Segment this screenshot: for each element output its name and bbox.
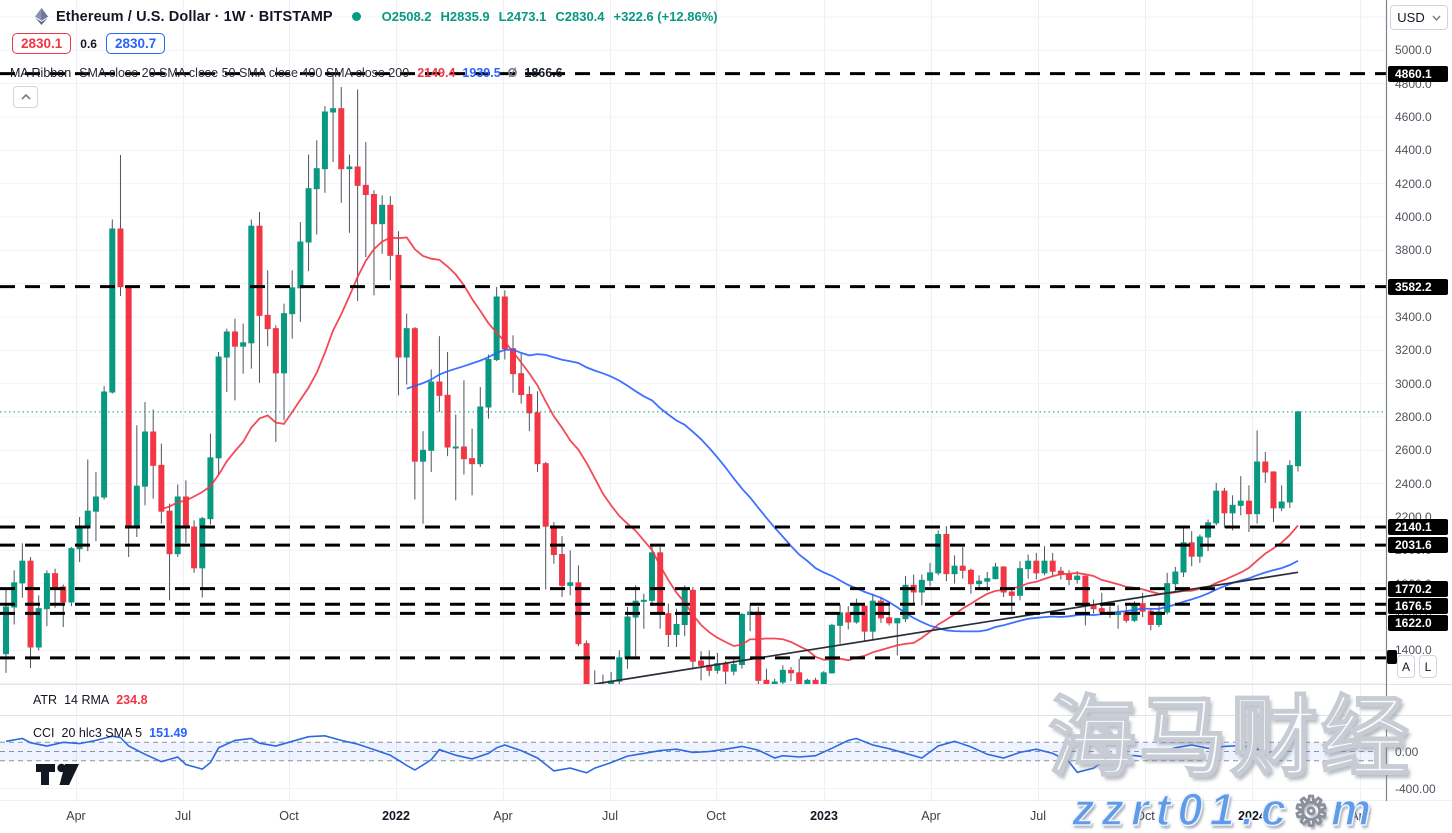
change-value: +322.6 (+12.86%) bbox=[613, 9, 718, 24]
ma-ribbon-value: Ø bbox=[507, 66, 518, 80]
atr-name: ATR bbox=[33, 693, 58, 707]
bid-button[interactable]: 2830.1 bbox=[12, 33, 72, 54]
time-tick-month[interactable]: Oct bbox=[706, 809, 726, 823]
high-value: H2835.9 bbox=[440, 9, 490, 24]
time-tick-month[interactable]: Jul bbox=[602, 809, 618, 823]
price-tick: 4400.0 bbox=[1395, 143, 1432, 158]
symbol-header: Ethereum / U.S. Dollar · 1W · BITSTAMP O… bbox=[34, 8, 718, 25]
tradingview-logo-icon[interactable] bbox=[34, 760, 90, 788]
time-tick-month[interactable]: Oct bbox=[1135, 809, 1155, 823]
price-tick: 2400.0 bbox=[1395, 476, 1432, 491]
price-scale[interactable]: USD 1400.01600.01800.02000.02200.02400.0… bbox=[1386, 0, 1452, 833]
ma-ribbon-legend[interactable]: MA Ribbon SMA close 20 SMA close 50 SMA … bbox=[10, 66, 563, 80]
price-tick: 4200.0 bbox=[1395, 176, 1432, 191]
time-tick-month[interactable]: Apr bbox=[66, 809, 86, 823]
ma-ribbon-value: 2149.4 bbox=[417, 66, 456, 80]
cci-params: 20 hlc3 SMA 5 bbox=[61, 726, 143, 740]
time-tick-year[interactable]: 2023 bbox=[810, 809, 838, 823]
ma-ribbon-value: 1866.6 bbox=[524, 66, 563, 80]
currency-dropdown[interactable]: USD bbox=[1390, 5, 1448, 30]
ma-ribbon-name: MA Ribbon bbox=[10, 66, 72, 80]
cci-tick: -400.00 bbox=[1395, 781, 1436, 796]
level-price-label: 2031.6 bbox=[1388, 537, 1448, 554]
level-price-label: 3582.2 bbox=[1388, 278, 1448, 295]
chevron-up-icon bbox=[20, 94, 31, 100]
time-tick-month[interactable]: Apr bbox=[1350, 809, 1370, 823]
ethereum-icon bbox=[35, 8, 48, 25]
atr-value: 234.8 bbox=[116, 693, 148, 707]
level-price-label: 1770.2 bbox=[1388, 580, 1448, 597]
currency-label: USD bbox=[1397, 10, 1425, 25]
time-tick-month[interactable]: Oct bbox=[279, 809, 299, 823]
ma-ribbon-params: SMA close 20 SMA close 50 SMA close 400 … bbox=[79, 66, 410, 80]
price-tick: 3200.0 bbox=[1395, 343, 1432, 358]
price-tick: 3400.0 bbox=[1395, 310, 1432, 324]
cci-value: 151.49 bbox=[149, 726, 188, 740]
price-tick: 1400.0 bbox=[1395, 643, 1432, 658]
time-tick-year[interactable]: 2024 bbox=[1238, 809, 1266, 823]
cci-tick: 0.00 bbox=[1395, 744, 1419, 759]
price-tick: 4000.0 bbox=[1395, 210, 1432, 224]
price-tick: 2800.0 bbox=[1395, 410, 1432, 424]
symbol-title[interactable]: Ethereum / U.S. Dollar · 1W · BITSTAMP bbox=[56, 8, 333, 25]
price-tick: 2600.0 bbox=[1395, 443, 1432, 458]
time-tick-month[interactable]: Jul bbox=[175, 809, 191, 823]
market-status-dot[interactable] bbox=[351, 12, 361, 21]
time-tick-year[interactable]: 2022 bbox=[382, 809, 410, 823]
log-scale-button[interactable]: L bbox=[1419, 655, 1437, 678]
ma-ribbon-value: 1939.5 bbox=[462, 66, 501, 80]
price-tick: 3800.0 bbox=[1395, 243, 1432, 258]
chevron-down-icon bbox=[1432, 15, 1441, 21]
auto-scale-button[interactable]: A bbox=[1397, 655, 1415, 678]
low-value: L2473.1 bbox=[498, 9, 547, 24]
time-tick-month[interactable]: Jul bbox=[1030, 809, 1046, 823]
quote-row: 2830.1 0.6 2830.7 bbox=[12, 33, 166, 54]
level-price-label: 4860.1 bbox=[1388, 65, 1448, 82]
level-price-label: 2140.1 bbox=[1388, 518, 1448, 535]
time-tick-month[interactable]: Apr bbox=[493, 809, 513, 823]
atr-params: 14 RMA bbox=[64, 693, 110, 707]
price-tick: 3000.0 bbox=[1395, 376, 1432, 391]
open-value: O2508.2 bbox=[381, 9, 432, 24]
level-price-label: 1622.0 bbox=[1388, 614, 1448, 631]
ask-button[interactable]: 2830.7 bbox=[105, 33, 166, 54]
time-tick-month[interactable]: Apr bbox=[921, 809, 941, 823]
level-price-label: 1676.5 bbox=[1388, 597, 1448, 614]
close-value: C2830.4 bbox=[555, 9, 605, 24]
price-tick: 5000.0 bbox=[1395, 43, 1432, 58]
ohlc-values: O2508.2 H2835.9 L2473.1 C2830.4 +322.6 (… bbox=[382, 9, 718, 24]
price-tick: 4600.0 bbox=[1395, 110, 1432, 124]
time-axis[interactable]: Apr Jul Oct 2022 Apr Jul Oct 2023 Apr Jul Oct 2024 A… bbox=[0, 801, 1452, 833]
hidden-level-label bbox=[1387, 650, 1397, 664]
cci-name: CCI bbox=[33, 726, 55, 740]
cci-legend[interactable]: CCI 20 hlc3 SMA 5 151.49 bbox=[33, 726, 187, 740]
collapse-legend-button[interactable] bbox=[13, 86, 38, 108]
ma-ribbon-values: 2149.4 1939.5 Ø 1866.6 bbox=[417, 66, 562, 80]
spread-value: 0.6 bbox=[80, 36, 97, 51]
atr-legend[interactable]: ATR 14 RMA 234.8 bbox=[33, 693, 148, 707]
